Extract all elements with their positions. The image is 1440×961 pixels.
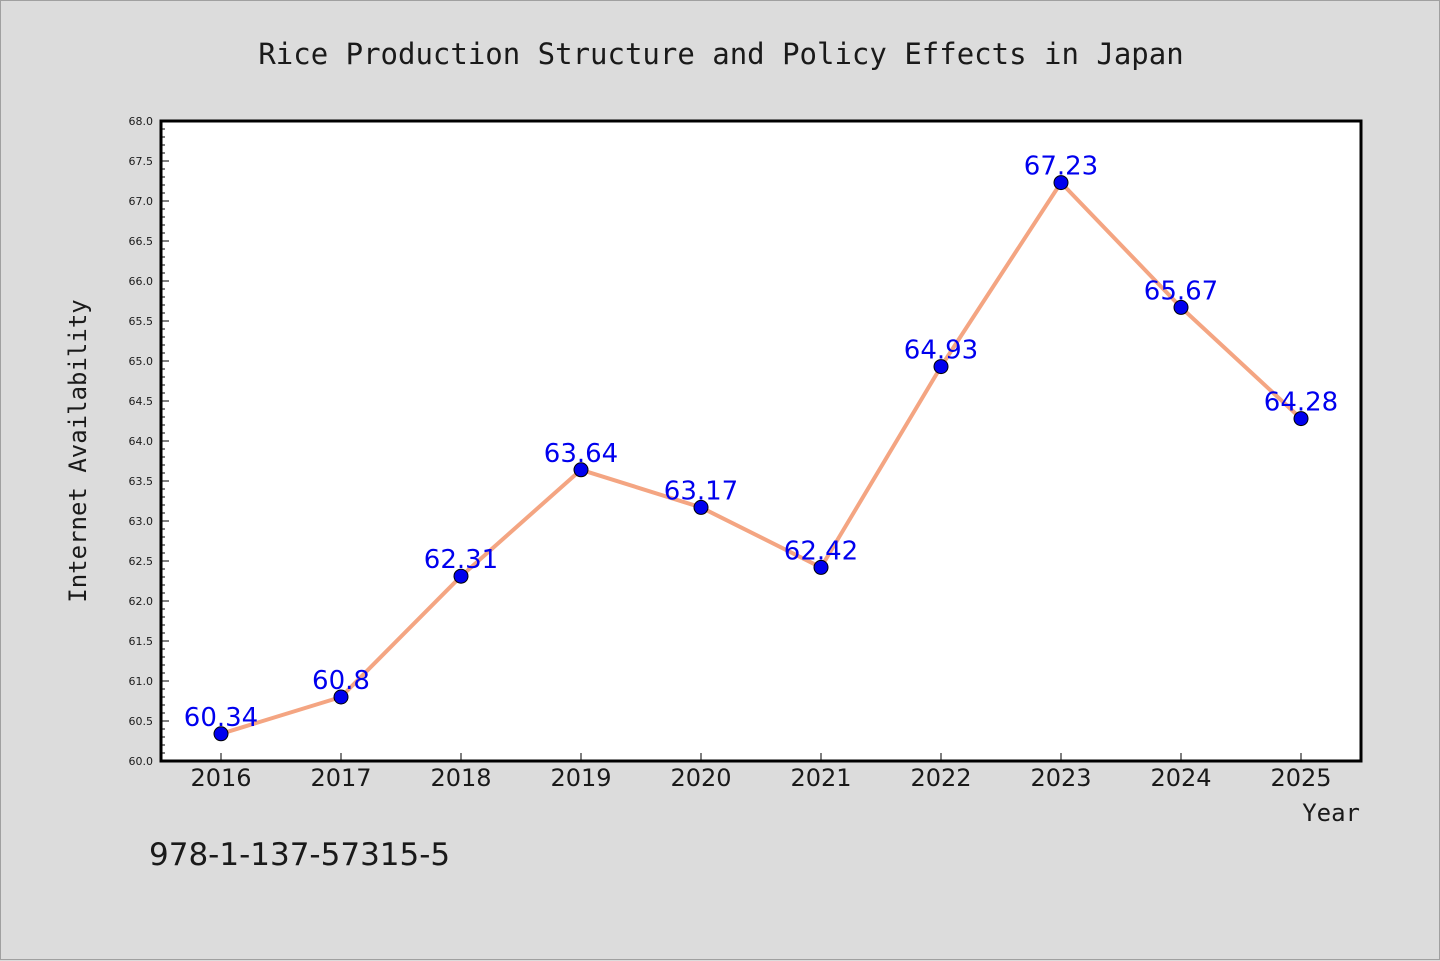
x-axis-label: Year — [1302, 799, 1360, 827]
data-point — [453, 568, 469, 584]
x-tick-label: 2020 — [670, 764, 731, 792]
y-axis-ticks: 60.0 60.5 61.0 61.5 62.0 62.5 63.0 63.5 64.0 64.5… — [129, 115, 169, 768]
y-tick-label: 62.5 — [129, 555, 154, 568]
y-tick-label: 63.5 — [129, 475, 154, 488]
data-label: 62.42 — [784, 536, 858, 566]
data-point — [693, 499, 709, 515]
data-label: 67.23 — [1024, 152, 1098, 182]
data-label: 60.34 — [184, 703, 258, 733]
y-tick-label: 64.5 — [129, 395, 154, 408]
data-point — [1293, 411, 1309, 427]
data-point — [573, 462, 589, 478]
data-label: 64.93 — [904, 336, 978, 366]
data-label: 63.17 — [664, 476, 738, 506]
x-tick-label: 2023 — [1030, 764, 1091, 792]
y-tick-label: 63.0 — [129, 515, 154, 528]
data-label: 60.8 — [312, 666, 370, 696]
y-tick-label: 61.5 — [129, 635, 154, 648]
data-label: 64.28 — [1264, 388, 1338, 418]
plot-area — [159, 119, 1363, 763]
y-tick-label: 66.0 — [129, 275, 154, 288]
x-axis-ticks: 2016 2017 2018 2019 2020 2021 2022 2023 2024 2025 — [190, 753, 1332, 792]
x-tick-label: 2016 — [190, 764, 251, 792]
y-tick-label: 60.5 — [129, 715, 154, 728]
data-label: 63.64 — [544, 439, 618, 469]
y-tick-label: 62.0 — [129, 595, 154, 608]
y-tick-label: 67.0 — [129, 195, 154, 208]
data-point — [213, 726, 229, 742]
x-tick-label: 2021 — [790, 764, 851, 792]
x-tick-label: 2019 — [550, 764, 611, 792]
y-tick-label: 67.5 — [129, 155, 154, 168]
data-label: 65.67 — [1144, 276, 1218, 306]
data-point — [813, 559, 829, 575]
x-tick-label: 2025 — [1270, 764, 1331, 792]
y-tick-label: 64.0 — [129, 435, 154, 448]
series-layer: 60.34 60.8 62.31 63.64 63.17 62.42 64.93 67.23 6… — [184, 152, 1338, 742]
data-label: 62.31 — [424, 545, 498, 575]
x-tick-label: 2017 — [310, 764, 371, 792]
y-tick-label: 60.0 — [129, 755, 154, 768]
data-point — [1053, 175, 1069, 191]
isbn-label: 978-1-137-57315-5 — [149, 837, 450, 873]
chart-title: Rice Production Structure and Policy Eff… — [258, 37, 1183, 71]
y-tick-label: 68.0 — [129, 115, 154, 128]
x-tick-label: 2018 — [430, 764, 491, 792]
y-tick-label: 65.0 — [129, 355, 154, 368]
y-tick-label: 65.5 — [129, 315, 154, 328]
x-tick-label: 2022 — [910, 764, 971, 792]
data-point — [933, 359, 949, 375]
data-point — [333, 689, 349, 705]
x-tick-label: 2024 — [1150, 764, 1211, 792]
y-tick-label: 66.5 — [129, 235, 154, 248]
data-point — [1173, 299, 1189, 315]
series-line — [220, 180, 1303, 736]
y-tick-label: 61.0 — [129, 675, 154, 688]
y-axis-label: Internet Availability — [64, 299, 92, 602]
